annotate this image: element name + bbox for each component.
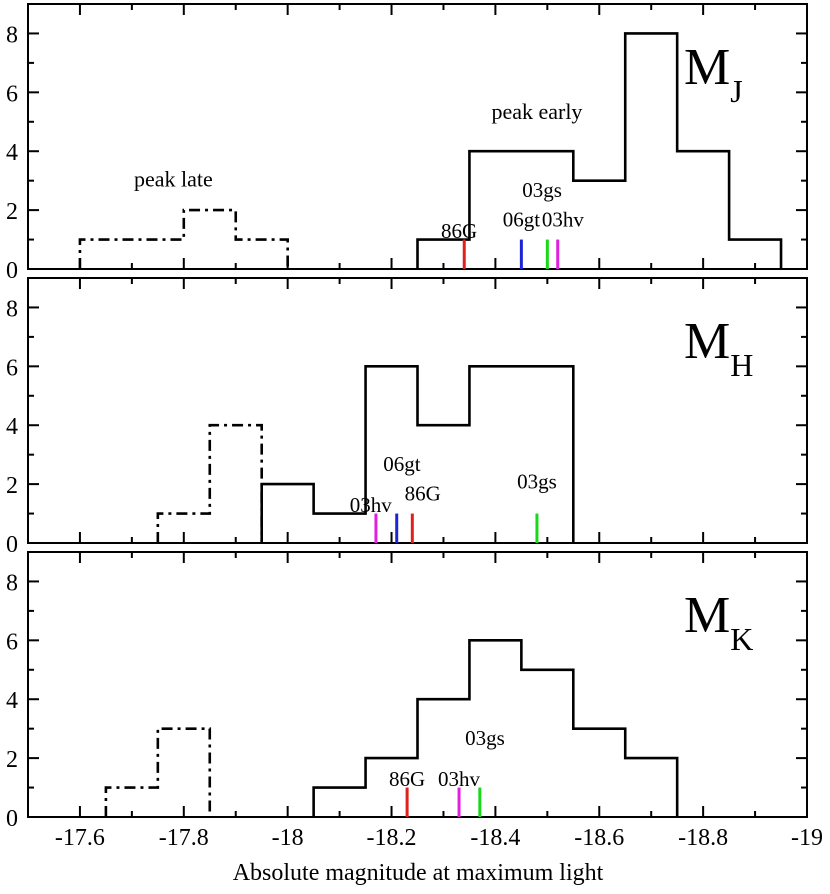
y-tick-label: 8 <box>6 296 18 322</box>
x-tick-label: -18 <box>272 825 304 851</box>
marker-label-03hv: 03hv <box>438 767 481 791</box>
marker-label-03hv: 03hv <box>542 207 585 231</box>
y-tick-label: 2 <box>6 747 18 773</box>
y-tick-label: 6 <box>6 355 18 381</box>
plot-frame <box>27 551 808 818</box>
band-letter: M <box>684 39 730 96</box>
y-tick-label: 8 <box>6 570 18 596</box>
x-axis-label: Absolute magnitude at maximum light <box>233 860 604 886</box>
band-subscript: H <box>730 347 753 383</box>
y-tick-label: 2 <box>6 473 18 499</box>
histogram-peak-early <box>260 365 575 543</box>
y-tick-label: 0 <box>6 258 18 284</box>
band-label: MJ <box>684 39 743 109</box>
histogram-peak-late <box>104 727 212 817</box>
series-label: peak early <box>491 99 582 124</box>
x-tick-label: -17.6 <box>55 825 105 851</box>
panels: 0 2 4 6 8 peak early peak late 86G 06gt 03gs 03hv M… <box>6 3 808 832</box>
series-label: peak late <box>134 167 213 192</box>
y-tick-label: 2 <box>6 199 18 225</box>
marker-label-86G: 86G <box>389 767 425 791</box>
y-tick-label: 0 <box>6 806 18 832</box>
y-tick-label: 6 <box>6 629 18 655</box>
x-tick-labels: -17.6 -17.8 -18 -18.2 -18.4 -18.6 -18.8 -19 <box>55 825 823 851</box>
plot-frame <box>27 277 808 544</box>
x-tick-label: -18.2 <box>367 825 417 851</box>
panel-j: 0 2 4 6 8 peak early peak late 86G 06gt 03gs 03hv M… <box>6 3 808 284</box>
x-tick-label: -18.6 <box>574 825 624 851</box>
marker-label-06gt: 06gt <box>503 207 541 231</box>
x-tick-label: -19 <box>791 825 823 851</box>
band-subscript: K <box>730 621 753 657</box>
band-letter: M <box>684 587 730 644</box>
marker-label-86G: 86G <box>441 219 477 243</box>
y-tick-label: 6 <box>6 81 18 107</box>
x-tick-label: -18.4 <box>470 825 520 851</box>
marker-label-03hv: 03hv <box>350 493 393 517</box>
x-tick-label: -17.8 <box>159 825 209 851</box>
band-letter: M <box>684 313 730 370</box>
band-subscript: J <box>730 73 742 109</box>
marker-label-03gs: 03gs <box>517 470 557 494</box>
histogram-peak-early <box>312 639 679 817</box>
marker-label-06gt: 06gt <box>383 452 421 476</box>
band-label: MK <box>684 587 753 657</box>
marker-label-03gs: 03gs <box>522 178 562 202</box>
band-label: MH <box>684 313 753 383</box>
y-tick-label: 4 <box>6 414 18 440</box>
y-tick-label: 0 <box>6 532 18 558</box>
y-tick-label: 4 <box>6 688 18 714</box>
histogram-peak-late <box>156 423 263 543</box>
panel-h: 0 2 4 6 8 06gt 03hv 86G 03gs MH <box>6 277 808 558</box>
histogram-peak-early <box>416 32 783 269</box>
x-tick-label: -18.8 <box>678 825 728 851</box>
y-tick-label: 4 <box>6 140 18 166</box>
marker-label-86G: 86G <box>405 481 441 505</box>
y-tick-label: 8 <box>6 22 18 48</box>
marker-label-03gs: 03gs <box>465 726 505 750</box>
panel-k: 0 2 4 6 8 86G 03hv 03gs MK <box>6 551 808 832</box>
